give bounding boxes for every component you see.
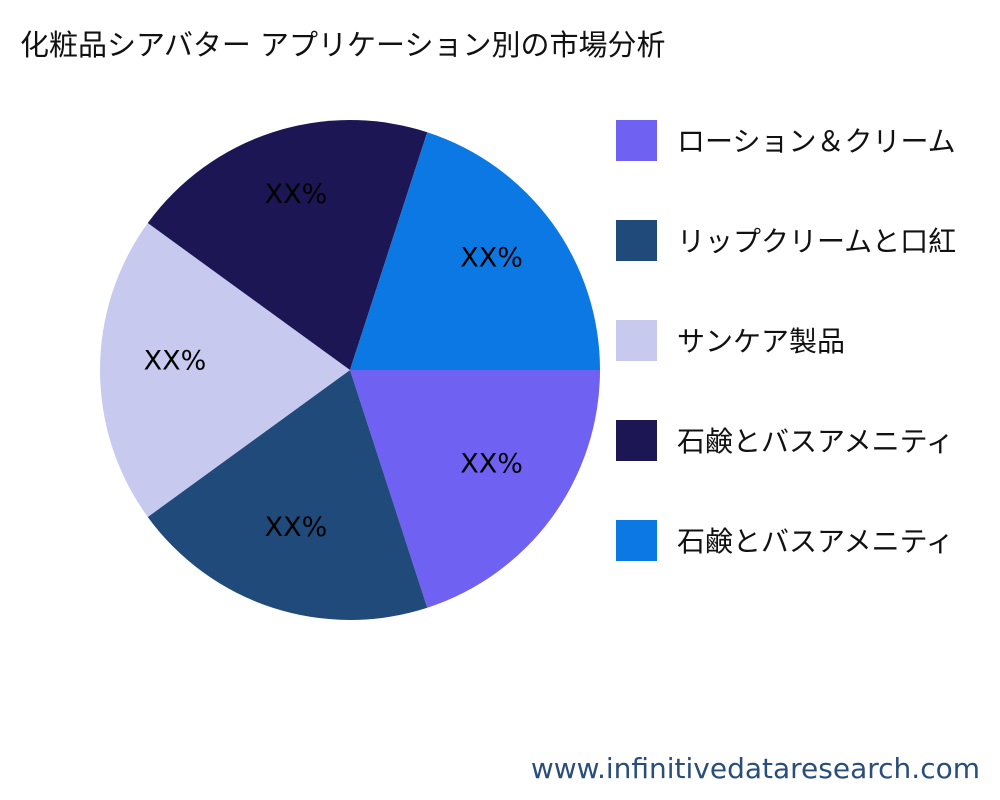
legend-item: 石鹸とバスアメニティ	[616, 419, 954, 461]
legend-label: リップクリームと口紅	[677, 225, 957, 258]
footer-url: www.infinitivedataresearch.com	[530, 752, 980, 785]
pie-chart: XX% XX% XX% XX% XX%	[100, 120, 600, 620]
legend-swatch	[616, 419, 657, 461]
legend-label: サンケア製品	[677, 325, 846, 358]
slice-label: XX%	[265, 512, 328, 543]
pie-slice	[147, 370, 428, 620]
legend-label: ローション＆クリーム	[677, 125, 956, 158]
pie-slice	[350, 132, 600, 370]
legend-item: 石鹸とバスアメニティ	[616, 519, 954, 561]
legend-label: 石鹸とバスアメニティ	[677, 425, 954, 458]
legend-label: 石鹸とバスアメニティ	[677, 525, 954, 558]
pie-slice	[350, 370, 600, 608]
legend-item: サンケア製品	[616, 319, 845, 361]
chart-title: 化粧品シアバター アプリケーション別の市場分析	[20, 28, 666, 62]
legend-swatch	[616, 219, 657, 261]
legend-item: ローション＆クリーム	[616, 119, 956, 161]
pie-slice	[100, 223, 350, 517]
slice-label: XX%	[460, 448, 523, 479]
slice-label: XX%	[265, 179, 328, 210]
slice-label: XX%	[144, 346, 207, 377]
pie-slice	[147, 120, 428, 370]
legend-swatch	[616, 519, 657, 561]
slice-label: XX%	[460, 243, 523, 274]
legend-item: リップクリームと口紅	[616, 219, 956, 261]
legend-swatch	[616, 319, 657, 361]
legend-swatch	[616, 119, 657, 161]
